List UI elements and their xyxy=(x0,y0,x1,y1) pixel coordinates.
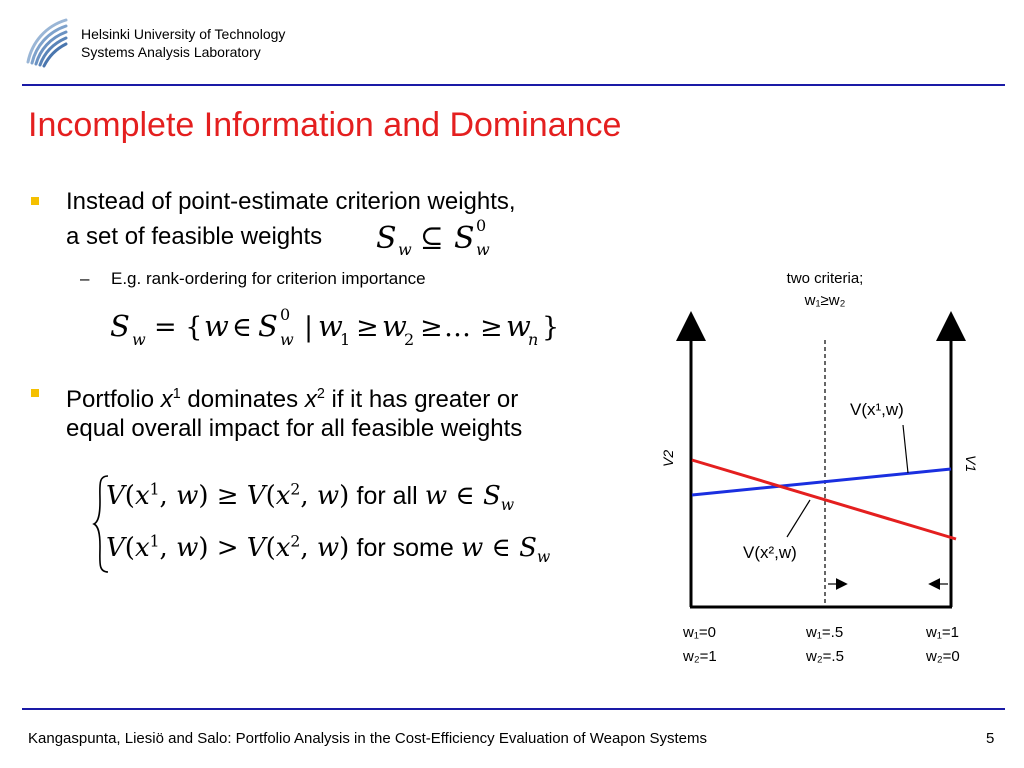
diagram-caption-line-1: two criteria; xyxy=(787,270,864,287)
svg-text:w: w xyxy=(382,309,407,343)
header-divider xyxy=(22,84,1005,86)
svg-text:0: 0 xyxy=(280,306,290,324)
bullet-1-line-1: Instead of point-estimate criterion weig… xyxy=(66,188,516,215)
condition-row-2: V(x1, w) > V(x2, w) for some w ∈ Sw xyxy=(106,532,551,567)
bullet-marker xyxy=(31,389,39,397)
page-number: 5 xyxy=(986,730,995,747)
footer-divider xyxy=(22,708,1005,710)
right-tick-w2: w₂=0 xyxy=(925,648,960,665)
x2-line-label: V(x²,w) xyxy=(743,543,797,562)
left-tick-w2: w₂=1 xyxy=(682,648,717,665)
svg-text:w: w xyxy=(132,330,146,349)
svg-text:S: S xyxy=(376,221,397,256)
svg-text:≥: ≥ xyxy=(420,312,443,343)
svg-text:S: S xyxy=(258,309,278,343)
svg-text:= {: = { xyxy=(154,312,202,343)
svg-text:2: 2 xyxy=(404,330,414,349)
svg-text:0: 0 xyxy=(476,216,486,235)
svg-text:∈: ∈ xyxy=(232,312,252,343)
svg-text:w: w xyxy=(476,240,490,259)
svg-text:|: | xyxy=(304,312,313,343)
university-logo xyxy=(26,18,68,68)
svg-text:w: w xyxy=(280,330,294,349)
right-tick-w1: w₁=1 xyxy=(925,624,959,641)
bullet-2-line-2: equal overall impact for all feasible we… xyxy=(66,415,523,442)
diagram-caption-line-2: w₁≥w₂ xyxy=(804,292,846,309)
dominance-diagram: two criteria; w₁≥w₂ V2 V1 V(x¹,w) V(x²,w… xyxy=(660,270,979,665)
x2-superscript: 2 xyxy=(316,386,325,402)
svg-text:w: w xyxy=(506,309,531,343)
svg-text:≥: ≥ xyxy=(480,312,503,343)
x2-label-pointer xyxy=(786,499,811,538)
left-brace xyxy=(92,475,109,573)
rank-ordering-formula: S w = { w ∈ S 0 w | w 1 ≥ w 2 ≥ … ≥ w n … xyxy=(110,306,559,349)
bullet-marker xyxy=(31,197,39,205)
x1-superscript: 1 xyxy=(172,386,181,402)
mid-tick-w2: w₂=.5 xyxy=(805,648,844,665)
portfolio-x1: x xyxy=(160,386,173,413)
svg-text:w: w xyxy=(398,240,412,259)
svg-text:S: S xyxy=(454,221,475,256)
org-line-1: Helsinki University of Technology xyxy=(81,26,286,42)
mid-tick-w1: w₁=.5 xyxy=(805,624,843,641)
svg-text:}: } xyxy=(542,312,559,343)
x1-line-label: V(x¹,w) xyxy=(850,400,904,419)
svg-text:…: … xyxy=(444,312,471,343)
sub-bullet-text: E.g. rank-ordering for criterion importa… xyxy=(111,269,426,288)
feasible-set-formula: S w ⊆ S 0 w xyxy=(376,216,490,259)
bullet-2-text-b: dominates xyxy=(180,386,305,413)
bullet-1-line-2: a set of feasible weights xyxy=(66,223,323,250)
bullet-2-line-1: Portfolio x1 dominates x2 if it has grea… xyxy=(66,379,518,415)
condition-row-1: V(x1, w) ≥ V(x2, w) for all w ∈ Sw xyxy=(106,480,515,515)
sub-bullet-dash: – xyxy=(80,269,90,288)
v1-axis-label: V1 xyxy=(963,455,979,472)
left-tick-w1: w₁=0 xyxy=(682,624,716,641)
slide-title: Incomplete Information and Dominance xyxy=(28,106,622,144)
portfolio-x2: x xyxy=(304,386,317,413)
svg-text:n: n xyxy=(528,330,538,349)
condition-1-quantifier: for all xyxy=(356,482,418,510)
bullet-2-text-c: if it has greater or xyxy=(324,386,519,413)
svg-text:w: w xyxy=(204,309,229,343)
org-line-2: Systems Analysis Laboratory xyxy=(81,44,261,60)
line-x2 xyxy=(691,458,957,541)
svg-text:1: 1 xyxy=(340,330,350,349)
svg-text:w: w xyxy=(318,309,343,343)
line-x1 xyxy=(691,467,952,497)
svg-text:≥: ≥ xyxy=(356,312,379,343)
bullet-2-text-a: Portfolio xyxy=(66,386,161,413)
x1-label-pointer xyxy=(902,424,909,474)
condition-2-quantifier: for some xyxy=(356,534,454,562)
svg-text:⊆: ⊆ xyxy=(420,221,443,254)
organization-name: Helsinki University of Technology System… xyxy=(81,25,285,61)
v2-axis-label: V2 xyxy=(660,450,676,467)
svg-text:S: S xyxy=(110,309,130,343)
footer-citation: Kangaspunta, Liesiö and Salo: Portfolio … xyxy=(28,730,707,747)
